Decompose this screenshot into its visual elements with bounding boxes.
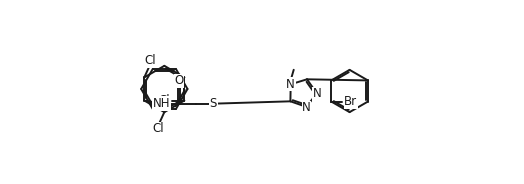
- Text: NH: NH: [152, 97, 170, 110]
- Text: S: S: [210, 97, 217, 110]
- Text: N: N: [302, 101, 311, 114]
- Text: N: N: [313, 87, 322, 100]
- Text: Cl: Cl: [158, 94, 170, 107]
- Text: Cl: Cl: [152, 122, 164, 135]
- Text: O: O: [174, 74, 184, 87]
- Text: Br: Br: [344, 95, 357, 108]
- Text: Cl: Cl: [145, 54, 156, 67]
- Text: N: N: [286, 78, 295, 91]
